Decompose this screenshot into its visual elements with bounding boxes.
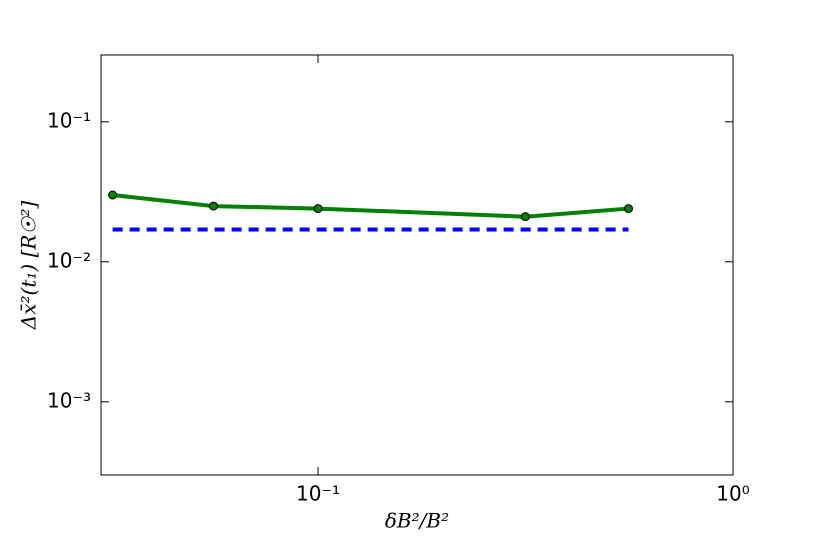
plot-frame <box>100 54 734 476</box>
y-tick-label: 10⁻³ <box>47 388 91 412</box>
x-tick-label: 10⁻¹ <box>296 482 340 506</box>
y-tick-label: 10⁻¹ <box>47 108 91 132</box>
x-axis-label: δB²/B² <box>385 509 449 533</box>
data-point <box>108 190 118 200</box>
series-line <box>112 193 629 219</box>
data-point <box>208 201 218 211</box>
y-tick-label: 10⁻² <box>47 248 91 272</box>
x-tick-label: 10⁰ <box>716 482 749 506</box>
data-point <box>520 212 530 222</box>
data-point <box>313 204 323 214</box>
y-axis-label: Δx̄²(t₁) [R☉²] <box>17 201 41 331</box>
data-point <box>623 204 633 214</box>
